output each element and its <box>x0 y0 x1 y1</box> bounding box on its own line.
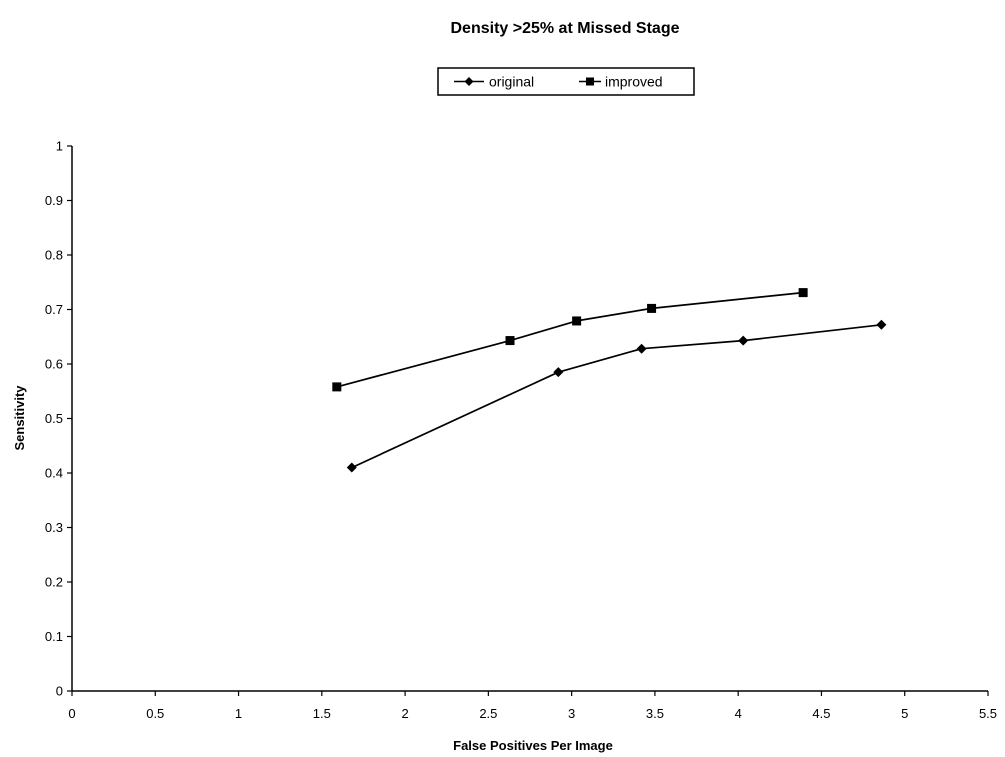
y-tick-label: 0.3 <box>45 520 63 535</box>
y-axis-label: Sensitivity <box>12 385 27 451</box>
x-axis-label: False Positives Per Image <box>453 738 613 753</box>
data-point-improved-0 <box>332 382 342 392</box>
y-tick-label: 0.4 <box>45 466 63 481</box>
y-tick-label: 0.9 <box>45 193 63 208</box>
x-tick-label: 0 <box>68 706 75 721</box>
y-tick-label: 0 <box>56 684 63 699</box>
data-point-improved-2 <box>572 316 582 326</box>
x-tick-label: 4.5 <box>812 706 830 721</box>
x-tick-label: 1.5 <box>313 706 331 721</box>
data-point-improved-4 <box>798 288 808 298</box>
chart-title: Density >25% at Missed Stage <box>451 20 680 37</box>
data-point-improved-1 <box>505 336 515 346</box>
x-tick-label: 3 <box>568 706 575 721</box>
data-point-original-2 <box>636 343 647 354</box>
y-tick-label: 0.1 <box>45 629 63 644</box>
y-tick-label: 0.7 <box>45 302 63 317</box>
y-tick-label: 0.2 <box>45 575 63 590</box>
series-line-improved <box>336 291 804 388</box>
x-tick-label: 2.5 <box>479 706 497 721</box>
series-line-original <box>351 323 882 469</box>
data-point-original-3 <box>738 335 749 346</box>
data-point-improved-3 <box>647 303 657 313</box>
axes: 0 0.1 0.2 0.3 0.4 0.5 0.6 0.7 0.8 0.9 1 0 0.5 1 1.5 2 2.… <box>45 139 997 722</box>
legend-improved-label: improved <box>605 74 663 90</box>
x-tick-label: 5.5 <box>979 706 997 721</box>
x-tick-label: 0.5 <box>146 706 164 721</box>
x-tick-label: 5 <box>901 706 908 721</box>
data-point-original-1 <box>553 367 564 378</box>
y-tick-label: 0.8 <box>45 248 63 263</box>
x-tick-label: 4 <box>735 706 742 721</box>
y-tick-label: 1 <box>56 139 63 154</box>
data-point-original-4 <box>876 319 887 330</box>
legend-improved-marker <box>586 77 594 86</box>
data-point-original-0 <box>346 462 357 473</box>
x-tick-label: 2 <box>401 706 408 721</box>
y-tick-label: 0.6 <box>45 357 63 372</box>
plot-area <box>332 288 887 473</box>
x-tick-label: 3.5 <box>646 706 664 721</box>
x-tick-label: 1 <box>235 706 242 721</box>
legend: original improved <box>437 67 695 96</box>
legend-original-marker <box>464 77 474 86</box>
legend-original-label: original <box>489 74 534 90</box>
y-tick-label: 0.5 <box>45 411 63 426</box>
